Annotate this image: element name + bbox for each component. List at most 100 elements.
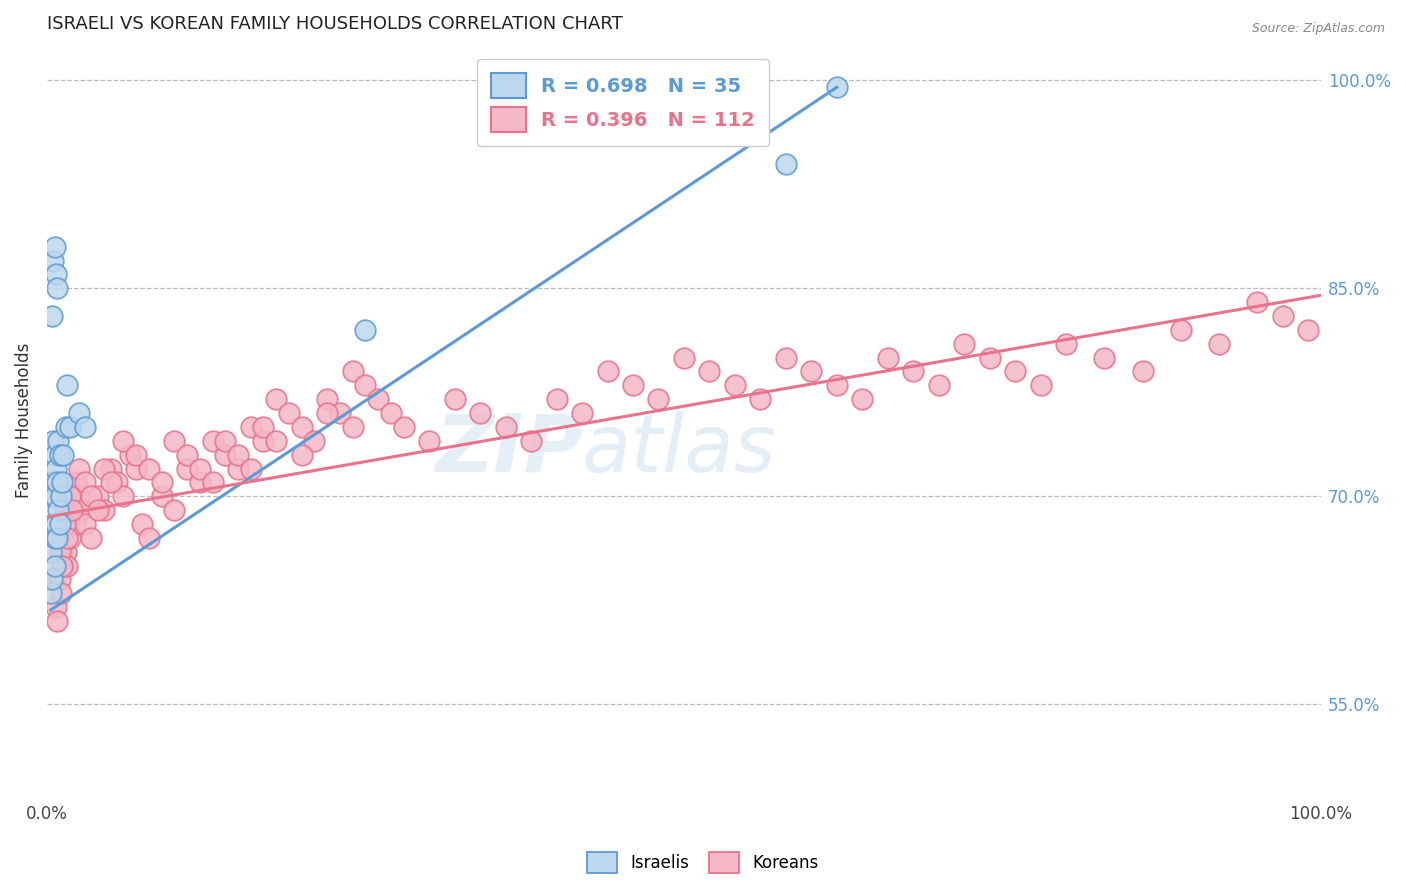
Point <box>546 392 568 407</box>
Point <box>55 420 77 434</box>
Point <box>51 545 73 559</box>
Point <box>316 406 339 420</box>
Point <box>48 516 70 531</box>
Point <box>699 364 721 378</box>
Text: atlas: atlas <box>582 411 776 489</box>
Point <box>226 461 249 475</box>
Point <box>239 420 262 434</box>
Point <box>48 503 70 517</box>
Text: Source: ZipAtlas.com: Source: ZipAtlas.com <box>1251 22 1385 36</box>
Point <box>214 448 236 462</box>
Point <box>468 406 491 420</box>
Point <box>953 336 976 351</box>
Point <box>1132 364 1154 378</box>
Point <box>41 489 63 503</box>
Point <box>67 461 90 475</box>
Point <box>100 475 122 490</box>
Point <box>150 489 173 503</box>
Point <box>52 558 75 573</box>
Point <box>647 392 669 407</box>
Point <box>44 448 66 462</box>
Point <box>342 364 364 378</box>
Point <box>46 281 69 295</box>
Point <box>80 489 103 503</box>
Point <box>51 558 73 573</box>
Point <box>903 364 925 378</box>
Point <box>80 531 103 545</box>
Point <box>100 461 122 475</box>
Point <box>188 475 211 490</box>
Point <box>49 586 72 600</box>
Point <box>48 545 70 559</box>
Point <box>291 448 314 462</box>
Point <box>118 448 141 462</box>
Point <box>42 475 65 490</box>
Point <box>42 434 65 448</box>
Point <box>59 489 82 503</box>
Point <box>672 351 695 365</box>
Point <box>1029 378 1052 392</box>
Point <box>176 461 198 475</box>
Point <box>39 586 62 600</box>
Point <box>1054 336 1077 351</box>
Point <box>291 420 314 434</box>
Point <box>264 392 287 407</box>
Point <box>45 268 67 282</box>
Point <box>59 420 82 434</box>
Point <box>59 531 82 545</box>
Point <box>39 545 62 559</box>
Point <box>520 434 543 448</box>
Point <box>48 531 70 545</box>
Point <box>42 573 65 587</box>
Point <box>87 503 110 517</box>
Point <box>775 351 797 365</box>
Point <box>48 573 70 587</box>
Point <box>46 531 69 545</box>
Point <box>239 461 262 475</box>
Point <box>60 503 83 517</box>
Point <box>367 392 389 407</box>
Point <box>392 420 415 434</box>
Point <box>354 323 377 337</box>
Point <box>380 406 402 420</box>
Point <box>65 475 87 490</box>
Point <box>51 475 73 490</box>
Point <box>125 461 148 475</box>
Point <box>63 516 86 531</box>
Point <box>56 531 79 545</box>
Point <box>87 489 110 503</box>
Point <box>354 378 377 392</box>
Point <box>1298 323 1320 337</box>
Text: ZIP: ZIP <box>434 411 582 489</box>
Point <box>724 378 747 392</box>
Point <box>131 516 153 531</box>
Legend: R = 0.698   N = 35, R = 0.396   N = 112: R = 0.698 N = 35, R = 0.396 N = 112 <box>477 59 769 146</box>
Point <box>876 351 898 365</box>
Point <box>49 489 72 503</box>
Point <box>53 503 76 517</box>
Point <box>46 475 69 490</box>
Point <box>1208 336 1230 351</box>
Point <box>329 406 352 420</box>
Point <box>42 516 65 531</box>
Point <box>596 364 619 378</box>
Point <box>60 503 83 517</box>
Point <box>138 461 160 475</box>
Point <box>67 406 90 420</box>
Point <box>52 448 75 462</box>
Point <box>979 351 1001 365</box>
Point <box>44 531 66 545</box>
Point <box>252 420 274 434</box>
Point <box>60 489 83 503</box>
Point <box>316 392 339 407</box>
Point <box>749 392 772 407</box>
Point <box>775 156 797 170</box>
Point <box>58 516 80 531</box>
Point <box>1170 323 1192 337</box>
Point <box>55 545 77 559</box>
Point <box>201 475 224 490</box>
Point <box>41 309 63 323</box>
Point <box>800 364 823 378</box>
Point <box>48 448 70 462</box>
Point <box>278 406 301 420</box>
